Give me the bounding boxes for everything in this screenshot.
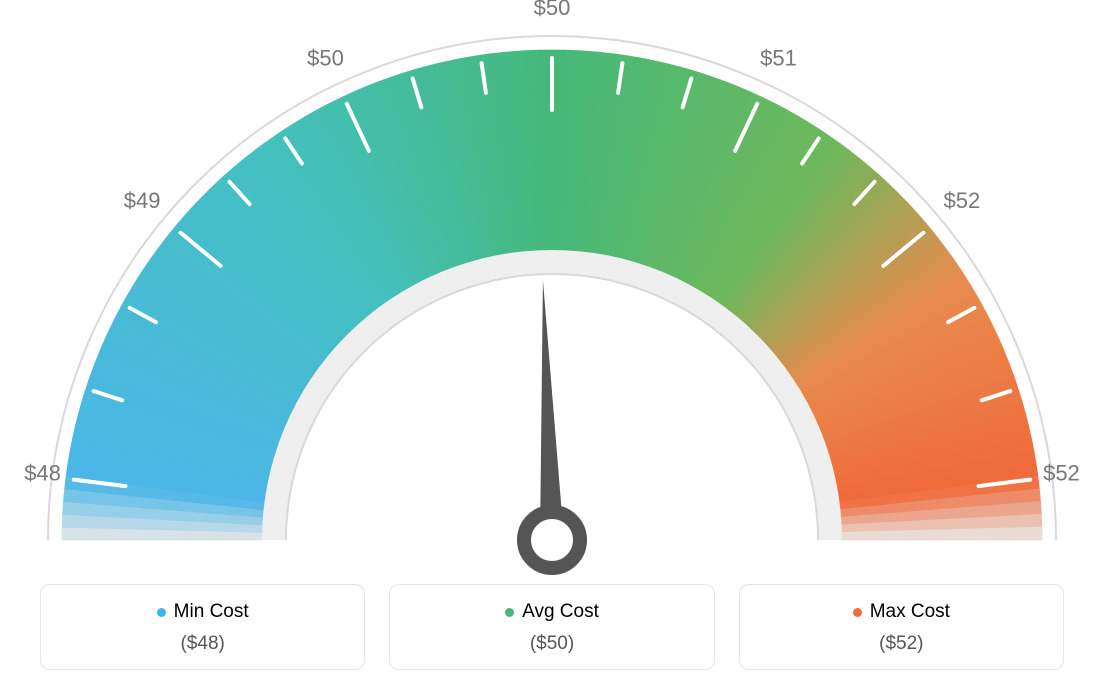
legend-row: Min Cost ($48) Avg Cost ($50) Max Cost (… bbox=[40, 584, 1064, 670]
legend-max-label: Max Cost bbox=[853, 601, 950, 623]
legend-min-text: Min Cost bbox=[174, 601, 249, 623]
gauge-tick-label: $51 bbox=[760, 46, 797, 71]
gauge-needle bbox=[540, 280, 564, 540]
legend-max: Max Cost ($52) bbox=[739, 584, 1064, 670]
legend-avg: Avg Cost ($50) bbox=[389, 584, 714, 670]
legend-avg-label: Avg Cost bbox=[505, 601, 599, 623]
gauge-hub-icon bbox=[524, 512, 580, 568]
gauge-tick-label: $48 bbox=[24, 460, 61, 485]
gauge-tick-label: $50 bbox=[307, 46, 344, 71]
legend-max-dot-icon bbox=[853, 608, 862, 617]
gauge-tick-label: $50 bbox=[534, 0, 571, 20]
legend-avg-value: ($50) bbox=[402, 633, 701, 655]
legend-min-label: Min Cost bbox=[157, 601, 249, 623]
gauge-tick-label: $52 bbox=[944, 188, 981, 213]
legend-min: Min Cost ($48) bbox=[40, 584, 365, 670]
legend-avg-text: Avg Cost bbox=[522, 601, 599, 623]
gauge-tick-label: $52 bbox=[1043, 460, 1080, 485]
legend-avg-dot-icon bbox=[505, 608, 514, 617]
legend-max-value: ($52) bbox=[752, 633, 1051, 655]
legend-min-dot-icon bbox=[157, 608, 166, 617]
gauge-container: $48 $49 $50 $50 $51 $52 $52 bbox=[0, 0, 1104, 580]
gauge-tick-label: $49 bbox=[124, 188, 161, 213]
legend-min-value: ($48) bbox=[53, 633, 352, 655]
cost-gauge: $48 $49 $50 $50 $51 $52 $52 bbox=[0, 0, 1104, 580]
legend-max-text: Max Cost bbox=[870, 601, 950, 623]
